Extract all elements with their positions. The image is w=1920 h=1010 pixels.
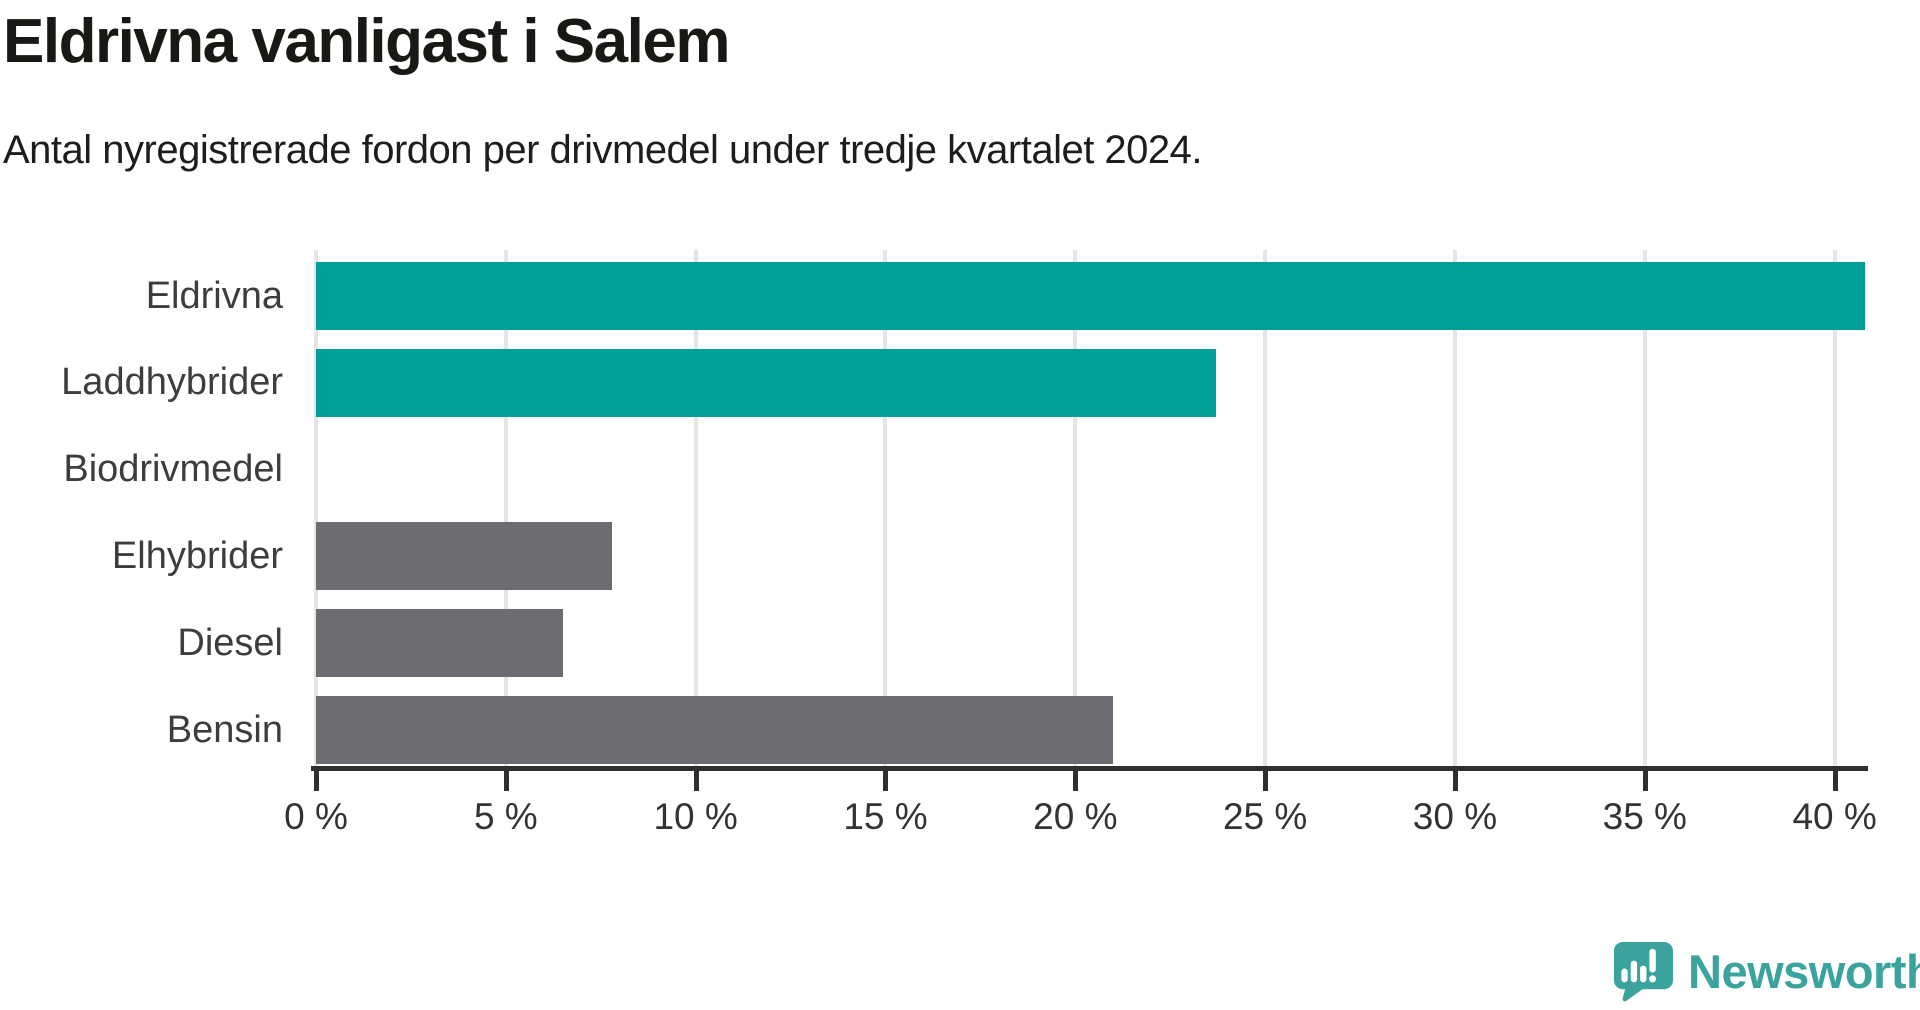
axis-tick-label: 30 % xyxy=(1412,796,1498,837)
gridline xyxy=(693,250,698,766)
gridline xyxy=(1073,250,1078,766)
gridline xyxy=(1263,250,1268,766)
gridline xyxy=(1642,250,1647,766)
category-label: Laddhybrider xyxy=(61,361,283,404)
plot-area: 0 % 5 % 10 % 15 % 20 % 25 % 30 % 35 % 40 % xyxy=(284,250,1877,837)
bar-elhybrider xyxy=(316,522,613,591)
axis-tick-label: 15 % xyxy=(843,796,928,837)
axis-tick-label: 25 % xyxy=(1222,796,1308,837)
axis-tick xyxy=(1452,771,1458,791)
axis-tick-label: 20 % xyxy=(1033,796,1118,837)
gridline xyxy=(1452,250,1457,766)
axis-tick xyxy=(314,771,319,791)
axis-tick-label: 10 % xyxy=(653,796,738,837)
chart-subtitle: Antal nyregistrerade fordon per drivmede… xyxy=(3,128,1203,172)
category-label: Eldrivna xyxy=(145,274,283,317)
category-label: Biodrivmedel xyxy=(63,448,283,491)
branding-name: Newsworthy xyxy=(1688,944,1920,998)
category-label: Bensin xyxy=(166,708,283,751)
axis-tick xyxy=(503,771,509,791)
axis-tick xyxy=(1642,771,1648,791)
bar-bensin xyxy=(316,696,1114,764)
axis-tick xyxy=(1832,771,1838,791)
bar-eldrivna xyxy=(316,262,1865,330)
gridline xyxy=(314,250,318,766)
x-axis-line xyxy=(311,766,1868,771)
axis-tick-label: 5 % xyxy=(473,796,538,837)
category-label: Diesel xyxy=(177,621,283,664)
bar-laddhybrider xyxy=(316,348,1216,417)
gridline xyxy=(1832,250,1837,766)
category-label: Elhybrider xyxy=(111,534,283,577)
newsworthy-logo-icon xyxy=(1613,941,1674,1001)
chart-title: Eldrivna vanligast i Salem xyxy=(3,7,730,76)
axis-tick xyxy=(883,771,889,791)
axis-tick-label: 35 % xyxy=(1602,796,1687,837)
axis-tick xyxy=(1263,771,1269,791)
bar-diesel xyxy=(316,609,563,678)
axis-tick-label: 40 % xyxy=(1792,796,1877,837)
gridline xyxy=(883,250,888,766)
branding: Newsworthy xyxy=(1612,938,1920,1004)
category-label-column: Eldrivna Laddhybrider Biodrivmedel Elhybrid… xyxy=(0,250,283,766)
axis-tick-label: 0 % xyxy=(284,796,348,837)
axis-tick xyxy=(693,771,699,791)
axis-tick xyxy=(1073,771,1079,791)
gridline xyxy=(503,250,508,766)
